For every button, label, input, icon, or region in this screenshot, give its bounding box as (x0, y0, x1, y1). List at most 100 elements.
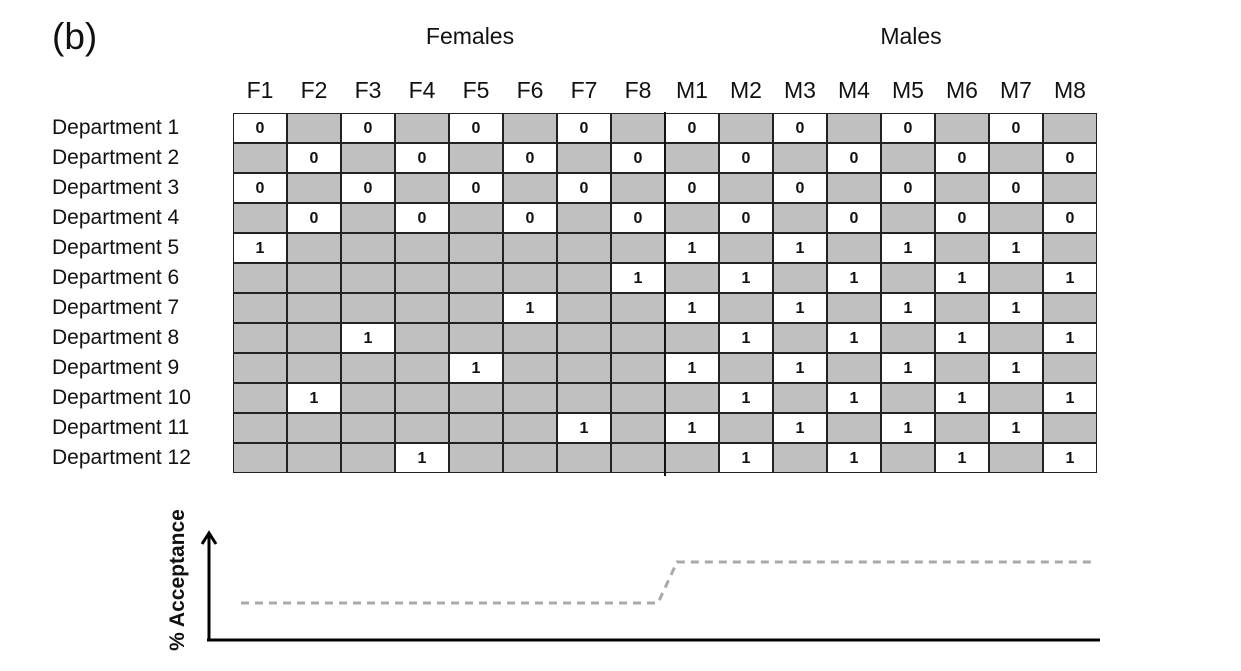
grid-cell: 1 (881, 353, 935, 383)
column-header: M3 (784, 77, 816, 103)
grid-cell (503, 383, 557, 413)
grid-cell (287, 263, 341, 293)
grid-cell: 0 (827, 203, 881, 233)
males-title: Males (880, 23, 942, 49)
grid-cell: 0 (989, 173, 1043, 203)
grid-cell (233, 263, 287, 293)
grid-cell (557, 293, 611, 323)
grid-cell (665, 203, 719, 233)
grid-cell: 1 (935, 323, 989, 353)
grid-cell: 0 (395, 203, 449, 233)
grid-cell: 1 (665, 293, 719, 323)
grid-cell: 0 (395, 143, 449, 173)
grid-cell: 1 (287, 383, 341, 413)
grid-cell: 0 (773, 113, 827, 143)
grid-cell: 0 (557, 173, 611, 203)
row-label: Department 1 (52, 116, 180, 139)
grid-cell (557, 143, 611, 173)
grid-cell (503, 413, 557, 443)
grid-cell: 1 (503, 293, 557, 323)
grid-cell: 0 (233, 113, 287, 143)
grid-cell: 0 (611, 203, 665, 233)
grid-cell (341, 293, 395, 323)
grid-cell (935, 173, 989, 203)
grid-cell: 1 (827, 263, 881, 293)
grid-cell: 1 (881, 293, 935, 323)
grid-cell: 0 (557, 113, 611, 143)
grid-cell (233, 383, 287, 413)
grid-cell: 0 (827, 143, 881, 173)
column-header: F1 (246, 77, 274, 103)
grid-cell: 0 (773, 173, 827, 203)
grid-cell (341, 443, 395, 473)
grid-cell (557, 203, 611, 233)
grid-cell: 1 (773, 413, 827, 443)
grid-cell: 1 (719, 443, 773, 473)
column-header: M8 (1054, 77, 1086, 103)
row-label: Department 11 (52, 416, 190, 439)
grid-cell (449, 443, 503, 473)
grid-cell: 0 (341, 173, 395, 203)
grid-cell (341, 263, 395, 293)
grid-cell (881, 323, 935, 353)
grid-cell (503, 443, 557, 473)
column-header: M2 (730, 77, 762, 103)
grid-cell: 1 (719, 383, 773, 413)
grid-cell (773, 443, 827, 473)
grid-cell (1043, 113, 1097, 143)
grid-cell: 1 (557, 413, 611, 443)
grid-cell: 0 (233, 173, 287, 203)
grid-cell (827, 293, 881, 323)
grid-cell: 0 (881, 173, 935, 203)
grid-cell (719, 233, 773, 263)
grid-cell (881, 443, 935, 473)
grid-cell (341, 143, 395, 173)
grid-cell (341, 353, 395, 383)
grid-cell (287, 173, 341, 203)
grid-cell (1043, 173, 1097, 203)
grid-cell: 1 (665, 353, 719, 383)
grid-cell (827, 413, 881, 443)
grid-cell (611, 173, 665, 203)
grid-cell (287, 413, 341, 443)
grid-cell: 1 (719, 323, 773, 353)
grid-cell (449, 263, 503, 293)
grid-cell: 0 (503, 143, 557, 173)
grid-cell (341, 233, 395, 263)
grid-cell (611, 323, 665, 353)
column-header: F6 (516, 77, 544, 103)
grid-cell (233, 143, 287, 173)
row-label: Department 6 (52, 266, 180, 289)
grid-cell: 1 (665, 233, 719, 263)
grid-cell (611, 113, 665, 143)
grid-cell: 0 (935, 203, 989, 233)
grid-cell (611, 233, 665, 263)
acceptance-ylabel: % Acceptance (166, 509, 189, 651)
grid-cell: 1 (665, 413, 719, 443)
grid-cell (287, 353, 341, 383)
panel-label: (b) (52, 16, 98, 57)
grid-cell (449, 323, 503, 353)
grid-cell (503, 173, 557, 203)
grid-cell (233, 203, 287, 233)
grid-cell: 1 (1043, 263, 1097, 293)
grid-cell (395, 323, 449, 353)
grid-cell (287, 443, 341, 473)
grid-cell (881, 263, 935, 293)
grid-cell (557, 263, 611, 293)
grid-cell (341, 203, 395, 233)
column-header: F5 (462, 77, 490, 103)
grid-cell: 0 (665, 113, 719, 143)
grid-cell (503, 263, 557, 293)
grid-cell (503, 353, 557, 383)
grid-cell (449, 413, 503, 443)
grid-cell (233, 293, 287, 323)
grid-cell: 1 (233, 233, 287, 263)
grid-cell (989, 383, 1043, 413)
grid-cell: 0 (1043, 203, 1097, 233)
grid-cell (341, 383, 395, 413)
grid-cell (827, 233, 881, 263)
grid-cell: 1 (935, 443, 989, 473)
